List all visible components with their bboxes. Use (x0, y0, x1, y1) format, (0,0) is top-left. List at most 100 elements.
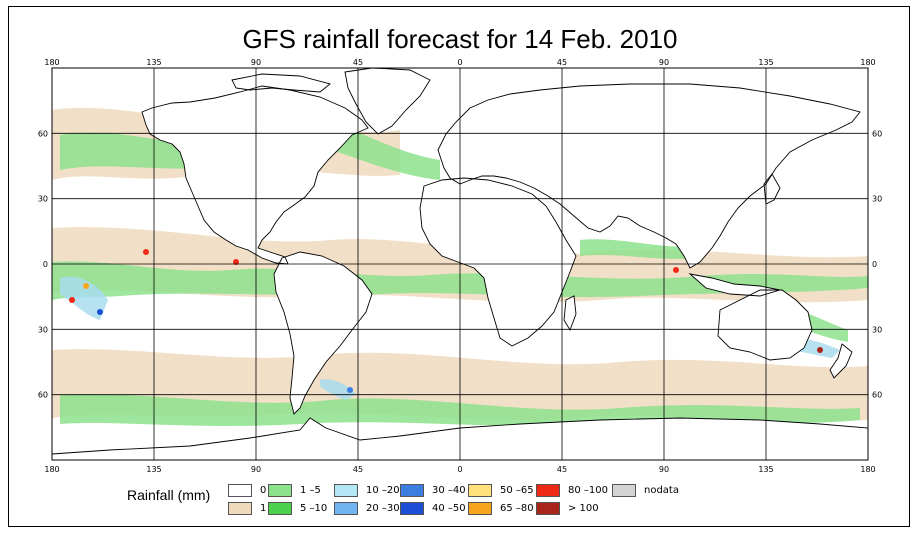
coastline-north-america-fill (142, 86, 368, 264)
legend-swatch (334, 502, 358, 515)
heavy-rain-spot (233, 259, 239, 265)
coastline-africa-fill (420, 178, 576, 346)
coastline-eurasia-fill (438, 84, 860, 268)
legend-swatch (228, 502, 252, 515)
lon-tick-label-bottom: 135 (146, 465, 161, 474)
legend-item: 65 –80 (468, 501, 534, 516)
lat-tick-label-left: 60 (38, 391, 48, 400)
lon-tick-label-bottom: 90 (251, 465, 261, 474)
heavy-rain-spot (817, 347, 823, 353)
coastline-indonesia (688, 273, 781, 297)
legend-label: 1 –5 (300, 485, 321, 496)
coastline-south-america-fill (274, 252, 372, 414)
lat-tick-label-left: 30 (38, 195, 48, 204)
legend-label: 1 (260, 503, 267, 514)
legend-label: 50 –65 (500, 485, 534, 496)
coastline-greenland-fill (345, 68, 430, 134)
lon-tick-label-top: 135 (758, 58, 773, 67)
rain-region (580, 239, 700, 259)
lat-tick-label-right: 60 (872, 391, 882, 400)
legend-swatch (228, 484, 252, 497)
legend-item: 30 –40 (400, 483, 466, 498)
coastline-australia (717, 289, 813, 361)
legend-swatch (536, 502, 560, 515)
lat-tick-label-left: 0 (43, 260, 48, 269)
coastline-africa (419, 177, 577, 347)
legend-label: 65 –80 (500, 503, 534, 514)
lon-tick-label-bottom: 180 (860, 465, 875, 474)
heavy-rain-spot (143, 249, 149, 255)
legend-item: 0 (228, 483, 266, 498)
coastline-australia-fill (718, 290, 812, 360)
legend-swatch (468, 502, 492, 515)
lat-tick-label-right: 30 (872, 325, 882, 334)
legend-label: 5 –10 (300, 503, 328, 514)
coastline-south-america (273, 251, 373, 415)
legend-label: 10 –20 (366, 485, 400, 496)
legend-label: nodata (644, 485, 679, 496)
lat-tick-label-right: 0 (872, 260, 877, 269)
legend-swatch (334, 484, 358, 497)
legend-swatch (536, 484, 560, 497)
legend-item: 80 –100 (536, 483, 608, 498)
legend-item: 40 –50 (400, 501, 466, 516)
coastline-eurasia (437, 83, 861, 269)
lon-tick-label-top: 45 (353, 58, 363, 67)
coastline-greenland (344, 67, 431, 135)
lon-tick-label-bottom: 45 (557, 465, 567, 474)
coastline-new-zealand (829, 343, 853, 379)
heavy-rain-spot (97, 309, 103, 315)
legend-item: 5 –10 (268, 501, 327, 516)
lon-tick-label-top: 180 (860, 58, 875, 67)
coastline-arctic-islands (231, 73, 331, 93)
coastline-indonesia-fill (690, 274, 780, 296)
lon-tick-label-bottom: 90 (659, 465, 669, 474)
lon-tick-label-top: 45 (557, 58, 567, 67)
lon-tick-label-top: 0 (457, 58, 462, 67)
heavy-rain-spot (69, 297, 75, 303)
lon-tick-label-top: 135 (146, 58, 161, 67)
legend-swatch (468, 484, 492, 497)
legend-swatch (400, 502, 424, 515)
legend-item: > 100 (536, 501, 599, 516)
lon-tick-label-bottom: 135 (758, 465, 773, 474)
lon-tick-label-top: 90 (251, 58, 261, 67)
coastline-new-zealand-fill (830, 344, 852, 378)
legend-label: > 100 (568, 503, 599, 514)
map-title: GFS rainfall forecast for 14 Feb. 2010 (242, 24, 678, 54)
lon-tick-label-top: 180 (44, 58, 59, 67)
legend-swatch (268, 484, 292, 497)
legend-swatch (268, 502, 292, 515)
lat-tick-label-right: 30 (872, 195, 882, 204)
legend-label: 30 –40 (432, 485, 466, 496)
lat-tick-label-right: 60 (872, 129, 882, 138)
legend-item: 1 (228, 501, 266, 516)
lon-tick-label-top: 90 (659, 58, 669, 67)
coastline-north-america (141, 85, 369, 265)
heavy-rain-spot (673, 267, 679, 273)
graticule (51, 67, 869, 461)
legend-item: 50 –65 (468, 483, 534, 498)
rain-region (60, 276, 108, 320)
figure-frame (8, 6, 910, 527)
legend-item: nodata (612, 483, 679, 498)
legend-swatch (400, 484, 424, 497)
legend-title: Rainfall (mm) (127, 487, 211, 503)
axis-tick-labels: 180 135 90 45 0 45 90 135 180 180 135 90 45 0 45 90 135 1… (38, 58, 882, 474)
lon-tick-label-bottom: 180 (44, 465, 59, 474)
heavy-rain-spot (83, 283, 89, 289)
lon-tick-label-bottom: 0 (457, 465, 462, 474)
legend-swatch (612, 484, 636, 497)
legend-label: 20 –30 (366, 503, 400, 514)
lat-tick-label-left: 60 (38, 129, 48, 138)
lat-tick-label-left: 30 (38, 325, 48, 334)
legend-item: 10 –20 (334, 483, 400, 498)
legend-label: 0 (260, 485, 267, 496)
legend-label: 80 –100 (568, 485, 608, 496)
heavy-rain-spot (347, 387, 353, 393)
legend-item: 1 –5 (268, 483, 321, 498)
legend-label: 40 –50 (432, 503, 466, 514)
legend-item: 20 –30 (334, 501, 400, 516)
coastline-madagascar (563, 295, 577, 332)
